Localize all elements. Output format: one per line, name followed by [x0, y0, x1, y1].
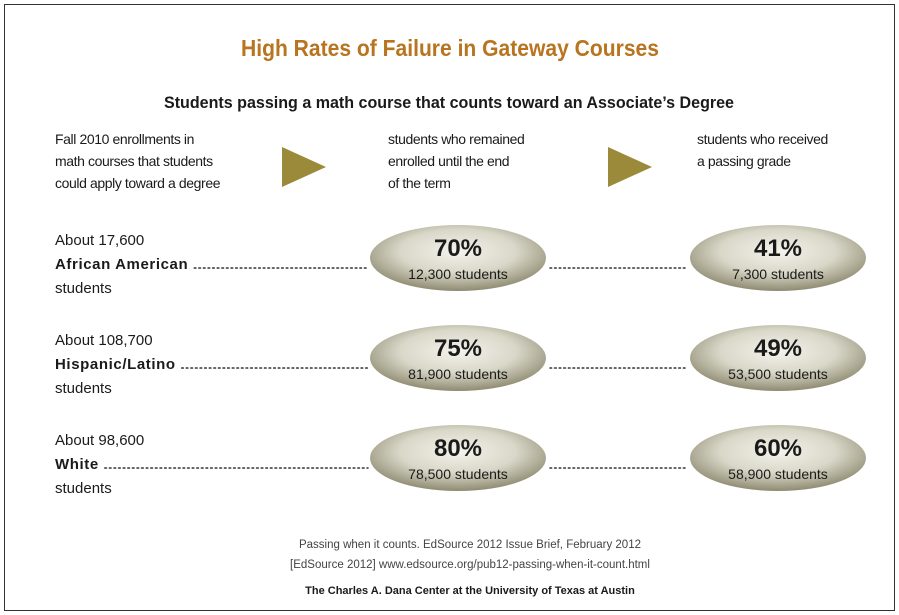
- group: African American: [55, 256, 188, 273]
- pill: [690, 425, 866, 491]
- suffix: students: [55, 280, 112, 297]
- pill: [370, 425, 546, 491]
- percent: 75%: [434, 335, 482, 362]
- column-header: students who received: [697, 131, 828, 147]
- count: 7,300 students: [732, 266, 824, 282]
- enrollment: About 17,600: [55, 232, 144, 249]
- arrow: [282, 147, 326, 187]
- percent: 41%: [754, 235, 802, 262]
- column-header: could apply toward a degree: [55, 175, 221, 191]
- column-header: Fall 2010 enrollments in: [55, 131, 194, 147]
- arrow: [608, 147, 652, 187]
- pill: [370, 225, 546, 291]
- credit: The Charles A. Dana Center at the Univer…: [305, 585, 635, 597]
- enrollment: About 108,700: [55, 332, 153, 349]
- subtitle: Students passing a math course that coun…: [164, 93, 734, 112]
- frame: [4, 4, 895, 611]
- title: High Rates of Failure in Gateway Courses: [241, 35, 659, 61]
- count: 78,500 students: [408, 466, 508, 482]
- column-header: math courses that students: [55, 153, 213, 169]
- count: 12,300 students: [408, 266, 508, 282]
- enrollment: About 98,600: [55, 432, 144, 449]
- percent: 60%: [754, 435, 802, 462]
- source: Passing when it counts. EdSource 2012 Is…: [299, 539, 641, 551]
- percent: 70%: [434, 235, 482, 262]
- group: White: [55, 456, 99, 473]
- pill: [690, 225, 866, 291]
- column-header: of the term: [388, 175, 451, 191]
- percent: 49%: [754, 335, 802, 362]
- count: 81,900 students: [408, 366, 508, 382]
- source: [EdSource 2012] www.edsource.org/pub12-p…: [290, 559, 650, 571]
- percent: 80%: [434, 435, 482, 462]
- count: 58,900 students: [728, 466, 828, 482]
- column-header: enrolled until the end: [388, 153, 509, 169]
- count: 53,500 students: [728, 366, 828, 382]
- suffix: students: [55, 380, 112, 397]
- group: Hispanic/Latino: [55, 356, 176, 373]
- suffix: students: [55, 480, 112, 497]
- pill: [370, 325, 546, 391]
- column-header: a passing grade: [697, 153, 791, 169]
- column-header: students who remained: [388, 131, 524, 147]
- pill: [690, 325, 866, 391]
